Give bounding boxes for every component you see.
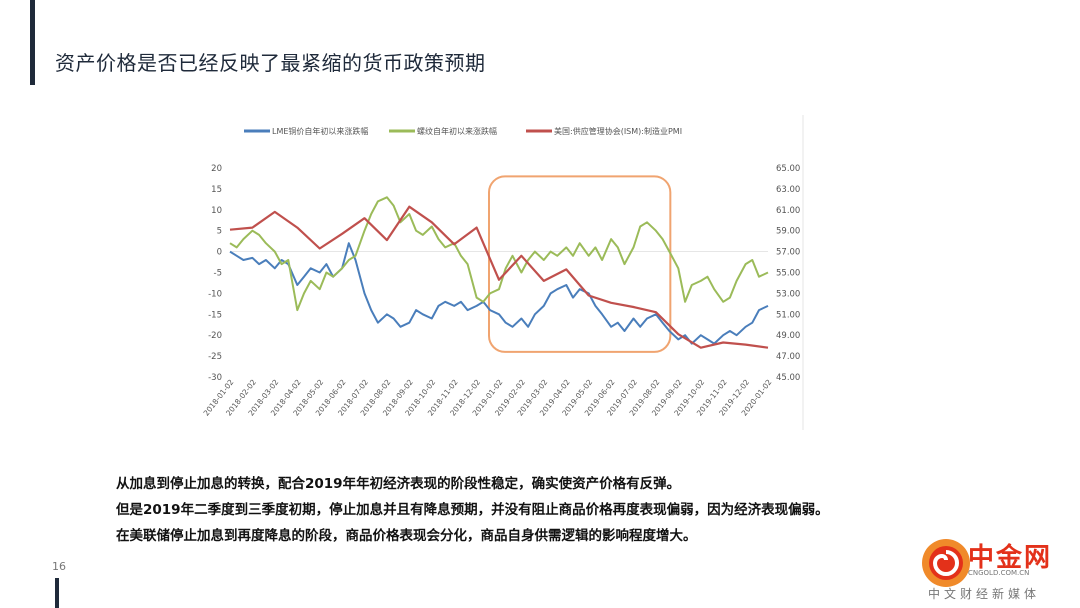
series-line-1 <box>229 242 769 345</box>
logo-spiral-icon <box>922 539 970 587</box>
y-left-tick-label: -15 <box>208 310 222 320</box>
y-right-tick-label: 59.00 <box>776 227 800 237</box>
highlight-box <box>488 175 672 353</box>
y-right-tick-label: 47.00 <box>776 352 800 362</box>
page-number: 16 <box>52 560 66 573</box>
y-left-tick-label: -5 <box>214 269 222 279</box>
legend-label-3: 美国:供应管理协会(ISM):制造业PMI <box>554 126 682 136</box>
y-right-tick-label: 49.00 <box>776 331 800 341</box>
bullet-list: 从加息到停止加息的转换，配合2019年年初经济表现的阶段性稳定，确实使资产价格有… <box>116 471 829 549</box>
y-left-tick-label: -20 <box>208 331 222 341</box>
y-right-tick-label: 55.00 <box>776 269 800 279</box>
bullet-item-1: 从加息到停止加息的转换，配合2019年年初经济表现的阶段性稳定，确实使资产价格有… <box>116 476 681 492</box>
y-left-tick-label: -25 <box>208 352 222 362</box>
y-right-tick-label: 51.00 <box>776 310 800 320</box>
accent-bar-top <box>30 0 35 85</box>
y-left-tick-label: 10 <box>211 206 222 216</box>
y-right-tick-label: 63.00 <box>776 185 800 195</box>
y-right-tick-label: 57.00 <box>776 248 800 258</box>
legend-label-1: LME铜价自年初以来涨跌幅 <box>272 126 368 136</box>
series-line-3 <box>229 205 769 349</box>
y-right-tick-label: 61.00 <box>776 206 800 216</box>
bullet-item-3: 在美联储停止加息到再度降息的阶段，商品价格表现会分化，商品自身供需逻辑的影响程度… <box>116 528 697 544</box>
y-left-tick-label: -10 <box>208 289 222 299</box>
y-right-tick-label: 53.00 <box>776 289 800 299</box>
logo-brand: 中金网 <box>968 543 1053 573</box>
y-right-tick-label: 65.00 <box>776 164 800 174</box>
logo-tagline: 中文财经新媒体 <box>928 587 1041 601</box>
y-left-tick-label: 0 <box>217 248 222 258</box>
accent-bar-bottom <box>55 578 59 608</box>
series-line-2 <box>229 196 769 312</box>
y-left-tick-label: 5 <box>217 227 222 237</box>
slide-title: 资产价格是否已经反映了最紧缩的货币政策预期 <box>55 51 486 75</box>
y-left-tick-label: -30 <box>208 373 222 383</box>
y-right-tick-label: 45.00 <box>776 373 800 383</box>
logo: 中金网 CNGOLD.COM.CN 中文财经新媒体 <box>910 535 1080 608</box>
legend-label-2: 螺纹自年初以来涨跌幅 <box>417 126 497 136</box>
y-left-tick-label: 20 <box>211 164 222 174</box>
logo-url: CNGOLD.COM.CN <box>968 569 1030 577</box>
bullet-item-2: 但是2019年二季度到三季度初期，停止加息并且有降息预期，并没有阻止商品价格再度… <box>116 502 829 518</box>
y-left-tick-label: 15 <box>211 185 222 195</box>
